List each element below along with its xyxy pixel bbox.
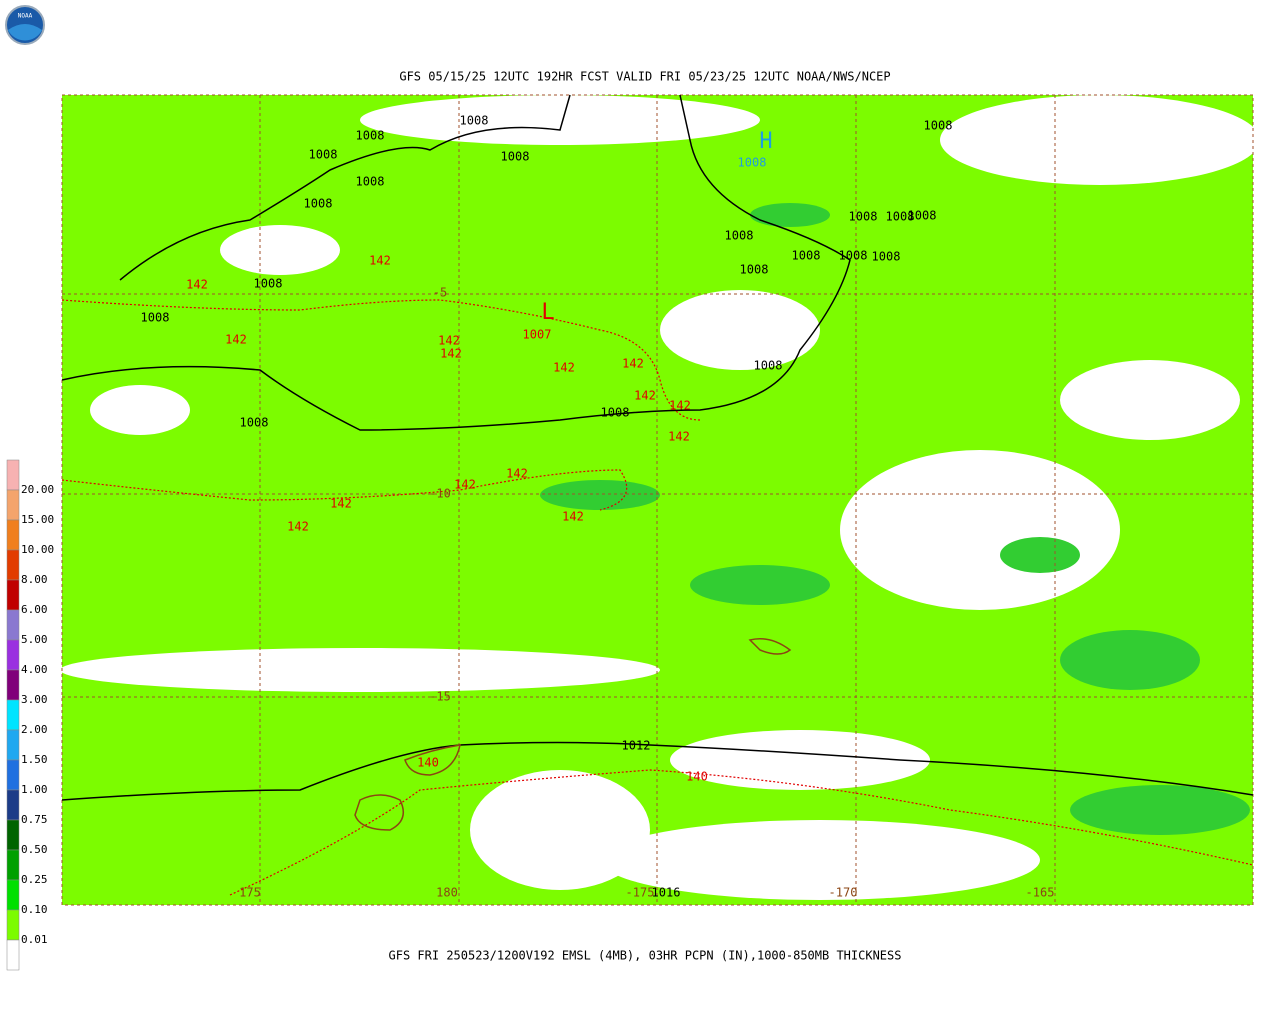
legend-swatch [6, 789, 20, 821]
isobar-label: 1008 [356, 129, 385, 143]
lon-label: -165 [1026, 886, 1055, 900]
thickness-label: 142 [553, 361, 575, 375]
legend-swatch [6, 759, 20, 791]
thickness-label: 142 [330, 497, 352, 511]
map-title: GFS 05/15/25 12UTC 192HR FCST VALID FRI … [399, 70, 890, 84]
legend-label: 0.25 [21, 873, 48, 886]
thickness-label: 142 [668, 430, 690, 444]
thickness-label: 142 [287, 520, 309, 534]
isobar-label: 1008 [849, 210, 878, 224]
legend-label: 3.00 [21, 693, 48, 706]
lat-label: -10 [429, 487, 451, 501]
legend-swatch [6, 579, 20, 611]
isobar-label: 1008 [740, 263, 769, 277]
legend-label: 2.00 [21, 723, 48, 736]
contours [61, 94, 1254, 896]
isobar-label: 1008 [601, 406, 630, 420]
legend-swatch [6, 879, 20, 911]
thickness-label: 142 [506, 467, 528, 481]
isobar-label: 1008 [304, 197, 333, 211]
isobar-label: 1008 [872, 250, 901, 264]
legend-label: 20.00 [21, 483, 54, 496]
legend-swatch [6, 729, 20, 761]
map-caption: GFS FRI 250523/1200V192 EMSL (4MB), 03HR… [389, 949, 902, 963]
isobar-label: 1008 [792, 249, 821, 263]
legend-label: 15.00 [21, 513, 54, 526]
thickness-label: 142 [669, 399, 691, 413]
legend-swatch [6, 639, 20, 671]
logo-text: NOAA [18, 13, 33, 20]
isobar-label: 1008 [725, 229, 754, 243]
thickness-label: 142 [634, 389, 656, 403]
isobar-label: 1016 [652, 886, 681, 900]
thickness-label: 142 [186, 278, 208, 292]
thickness-label: 140 [417, 756, 439, 770]
thickness-label: 142 [438, 334, 460, 348]
legend-swatch [6, 849, 20, 881]
isobar-label: 1008 [141, 311, 170, 325]
legend-swatch [6, 549, 20, 581]
low-value: 1007 [523, 328, 552, 342]
high-center: H [759, 129, 772, 154]
legend-label: 8.00 [21, 573, 48, 586]
legend-label: 1.50 [21, 753, 48, 766]
thickness-label: 142 [369, 254, 391, 268]
high-value: 1008 [738, 156, 767, 170]
legend-swatch [6, 819, 20, 851]
isobar-label: 1008 [908, 209, 937, 223]
thickness-label: 140 [686, 770, 708, 784]
isobar-label: 1008 [240, 416, 269, 430]
legend-swatch [6, 519, 20, 551]
legend-swatch [6, 939, 20, 971]
thickness-label: 142 [440, 347, 462, 361]
isobar-label: 1008 [254, 277, 283, 291]
thickness-label: 142 [622, 357, 644, 371]
isobar-label: 1008 [754, 359, 783, 373]
lon-label: -170 [829, 886, 858, 900]
legend-swatch [6, 609, 20, 641]
legend-swatch [6, 459, 20, 491]
legend-label: 4.00 [21, 663, 48, 676]
isobar-label: 1008 [924, 119, 953, 133]
legend-label: 6.00 [21, 603, 48, 616]
isobar-label: 1008 [501, 150, 530, 164]
precip-field [60, 95, 1260, 905]
legend-label: 10.00 [21, 543, 54, 556]
isobar-label: 1008 [309, 148, 338, 162]
lat-label: -15 [429, 690, 451, 704]
thickness-label: 142 [225, 333, 247, 347]
lon-label: 175 [239, 886, 261, 900]
isobar-label: 1012 [622, 739, 651, 753]
isobar-label: 1008 [460, 114, 489, 128]
thickness-label: 142 [454, 478, 476, 492]
legend-swatch [6, 699, 20, 731]
lon-label: -175 [626, 886, 655, 900]
legend-label: 1.00 [21, 783, 48, 796]
legend: 20.00 15.00 10.00 8.00 6.00 5.00 4.00 3.00 2.00 1… [6, 459, 54, 971]
lon-label: 180 [436, 886, 458, 900]
isobar-label: 1008 [839, 249, 868, 263]
legend-swatch [6, 489, 20, 521]
isobar-label: 1008 [886, 210, 915, 224]
lat-label: -5 [433, 286, 447, 300]
isobar-label: 1008 [356, 175, 385, 189]
thickness-label: 142 [562, 510, 584, 524]
legend-label: 0.75 [21, 813, 48, 826]
noaa-logo: NOAA [5, 5, 45, 45]
legend-swatch [6, 669, 20, 701]
legend-label: 5.00 [21, 633, 48, 646]
legend-swatch [6, 909, 20, 941]
map-frame [61, 94, 1254, 906]
legend-label: 0.01 [21, 933, 48, 946]
legend-label: 0.50 [21, 843, 48, 856]
legend-label: 0.10 [21, 903, 48, 916]
low-center: L [541, 300, 554, 325]
